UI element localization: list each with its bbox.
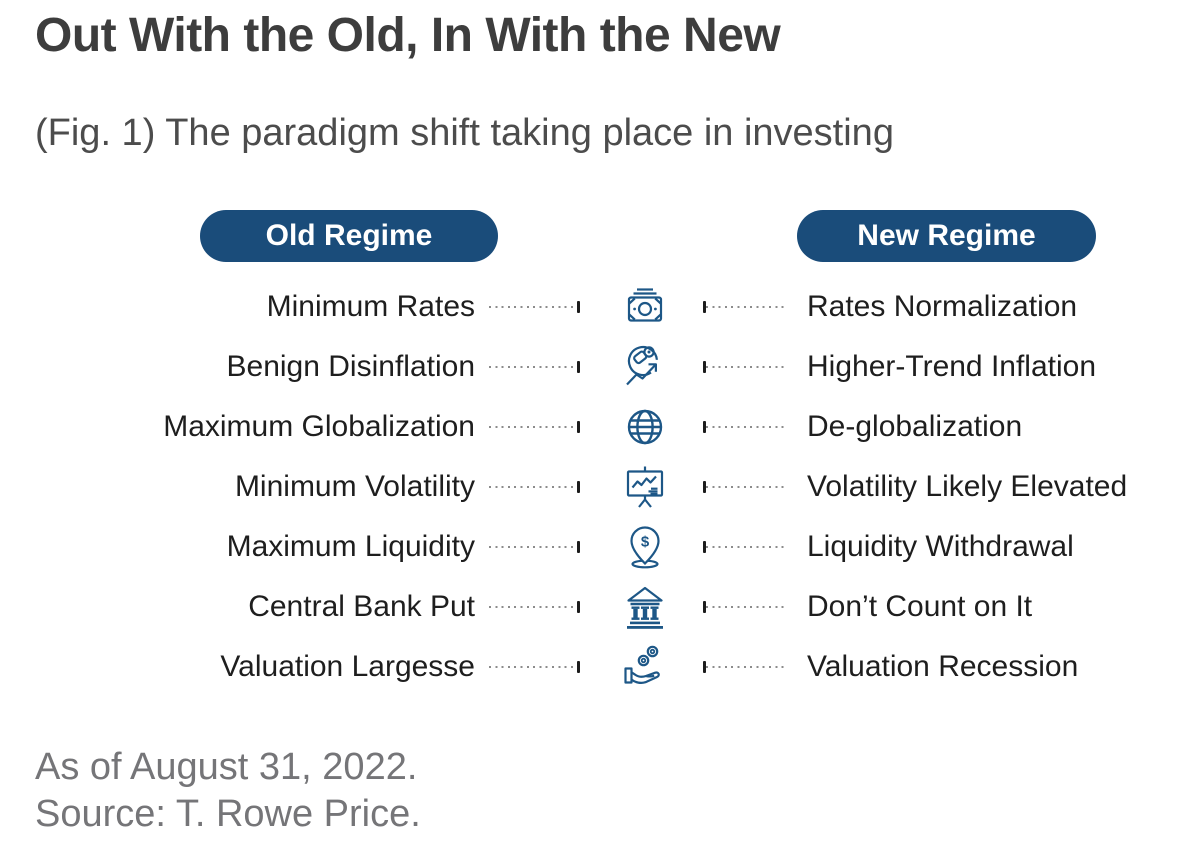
old-item-label: Maximum Globalization bbox=[163, 410, 475, 443]
old-regime-label: Old Regime bbox=[265, 219, 433, 252]
leader-line bbox=[690, 637, 807, 697]
leader-line bbox=[690, 277, 807, 337]
old-item-label: Valuation Largesse bbox=[220, 650, 475, 683]
leader-line bbox=[690, 457, 807, 517]
chart-presentation-icon bbox=[626, 466, 664, 508]
new-item-label: Liquidity Withdrawal bbox=[807, 530, 1074, 563]
new-item-label: Rates Normalization bbox=[807, 290, 1078, 323]
new-item-label: De-globalization bbox=[807, 410, 1023, 443]
old-item-label: Minimum Volatility bbox=[234, 470, 475, 503]
page-title: Out With the Old, In With the New bbox=[35, 9, 781, 62]
new-item-label: Volatility Likely Elevated bbox=[807, 470, 1128, 503]
table-row: Minimum Volatility Volatility Likely Ele… bbox=[0, 457, 1184, 517]
as-of-date: As of August 31, 2022. bbox=[35, 746, 418, 788]
leader-line bbox=[475, 577, 600, 637]
old-item-label: Maximum Liquidity bbox=[226, 530, 475, 563]
table-row: Central Bank Put Don’t Count on It bbox=[0, 577, 1184, 637]
leader-line bbox=[475, 457, 600, 517]
leader-line bbox=[475, 637, 600, 697]
new-regime-header: New Regime bbox=[797, 210, 1096, 262]
new-item-label: Higher-Trend Inflation bbox=[807, 350, 1097, 383]
inflation-trend-icon bbox=[626, 345, 658, 386]
svg-text:$: $ bbox=[641, 534, 650, 551]
old-item-label: Benign Disinflation bbox=[226, 350, 475, 383]
bank-icon bbox=[627, 586, 663, 629]
old-item-label: Minimum Rates bbox=[266, 290, 475, 323]
leader-line bbox=[690, 337, 807, 397]
new-regime-label: New Regime bbox=[857, 219, 1036, 252]
leader-line bbox=[690, 577, 807, 637]
table-row: Valuation Largesse Valuation Recession bbox=[0, 637, 1184, 697]
table-row: Maximum Globalization De-globalization bbox=[0, 397, 1184, 457]
comparison-rows: Minimum Rates Rates Normalization bbox=[0, 277, 1184, 697]
leader-line bbox=[690, 397, 807, 457]
dollar-pin-icon: $ bbox=[630, 526, 660, 569]
leader-line bbox=[475, 337, 600, 397]
new-item-label: Valuation Recession bbox=[807, 650, 1079, 683]
table-row: Minimum Rates Rates Normalization bbox=[0, 277, 1184, 337]
banknotes-icon bbox=[627, 288, 663, 322]
figure-caption: (Fig. 1) The paradigm shift taking place… bbox=[35, 112, 894, 154]
table-row: Maximum Liquidity $ Liquidity Withdrawal bbox=[0, 517, 1184, 577]
leader-line bbox=[475, 277, 600, 337]
old-item-label: Central Bank Put bbox=[248, 590, 475, 623]
globe-icon bbox=[627, 409, 663, 445]
source-note: Source: T. Rowe Price. bbox=[35, 793, 421, 835]
leader-line bbox=[690, 517, 807, 577]
old-regime-header: Old Regime bbox=[200, 210, 498, 262]
leader-line bbox=[475, 397, 600, 457]
leader-line bbox=[475, 517, 600, 577]
hand-coins-icon bbox=[624, 645, 660, 684]
new-item-label: Don’t Count on It bbox=[807, 590, 1033, 623]
table-row: Benign Disinflation Higher-Trend Inflati… bbox=[0, 337, 1184, 397]
